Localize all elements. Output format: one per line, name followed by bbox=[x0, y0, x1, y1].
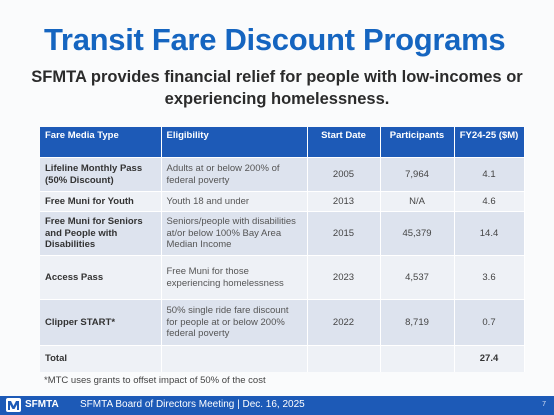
row-type: Clipper START* bbox=[40, 299, 162, 346]
table-row: Clipper START* 50% single ride fare disc… bbox=[40, 299, 525, 346]
footer-meeting-info: SFMTA Board of Directors Meeting | Dec. … bbox=[80, 399, 305, 410]
slide-title: Transit Fare Discount Programs bbox=[44, 22, 506, 57]
table-row: Access Pass Free Muni for those experien… bbox=[40, 255, 525, 300]
table-header-row: Fare Media Type Eligibility Start Date P… bbox=[40, 127, 525, 158]
row-type: Free Muni for Seniors and People with Di… bbox=[40, 211, 162, 256]
row-eligibility: Seniors/people with disabilities at/or b… bbox=[161, 211, 308, 256]
row-eligibility: Free Muni for those experiencing homeles… bbox=[161, 255, 308, 300]
table-row: Lifeline Monthly Pass (50% Discount) Adu… bbox=[40, 157, 525, 192]
row-participants: 8,719 bbox=[380, 299, 455, 346]
row-type: Free Muni for Youth bbox=[40, 191, 162, 212]
footer-bar: SFMTA SFMTA Board of Directors Meeting |… bbox=[0, 396, 554, 415]
fare-programs-table: Fare Media Type Eligibility Start Date P… bbox=[40, 127, 525, 372]
row-start-date: 2005 bbox=[307, 157, 381, 192]
footer-logo-text: SFMTA bbox=[25, 399, 59, 410]
header-eligibility: Eligibility bbox=[161, 127, 308, 158]
total-row: Total 27.4 bbox=[40, 345, 525, 372]
row-amount: 4.1 bbox=[454, 157, 525, 192]
sfmta-logo-icon bbox=[6, 398, 21, 412]
row-participants: 7,964 bbox=[380, 157, 455, 192]
row-start-date: 2023 bbox=[307, 255, 381, 300]
row-type: Access Pass bbox=[40, 255, 162, 300]
row-eligibility: Youth 18 and under bbox=[161, 191, 308, 212]
row-participants: 4,537 bbox=[380, 255, 455, 300]
total-amount: 27.4 bbox=[454, 345, 525, 372]
header-participants: Participants bbox=[380, 127, 455, 158]
row-amount: 3.6 bbox=[454, 255, 525, 300]
header-start-date: Start Date bbox=[307, 127, 381, 158]
table-row: Free Muni for Youth Youth 18 and under 2… bbox=[40, 191, 525, 212]
row-start-date: 2013 bbox=[307, 191, 381, 212]
row-participants: 45,379 bbox=[380, 211, 455, 256]
footnote: *MTC uses grants to offset impact of 50%… bbox=[44, 375, 266, 386]
row-amount: 4.6 bbox=[454, 191, 525, 212]
row-amount: 0.7 bbox=[454, 299, 525, 346]
table-row: Free Muni for Seniors and People with Di… bbox=[40, 211, 525, 256]
header-fy24-25: FY24-25 ($M) bbox=[454, 127, 525, 158]
row-eligibility: 50% single ride fare discount for people… bbox=[161, 299, 308, 346]
total-label: Total bbox=[40, 345, 162, 372]
row-type: Lifeline Monthly Pass (50% Discount) bbox=[40, 157, 162, 192]
row-amount: 14.4 bbox=[454, 211, 525, 256]
row-eligibility: Adults at or below 200% of federal pover… bbox=[161, 157, 308, 192]
row-start-date: 2015 bbox=[307, 211, 381, 256]
header-fare-media-type: Fare Media Type bbox=[40, 127, 162, 158]
slide-subtitle: SFMTA provides financial relief for peop… bbox=[31, 68, 523, 108]
row-start-date: 2022 bbox=[307, 299, 381, 346]
page-number: 7 bbox=[542, 401, 546, 408]
row-participants: N/A bbox=[380, 191, 455, 212]
